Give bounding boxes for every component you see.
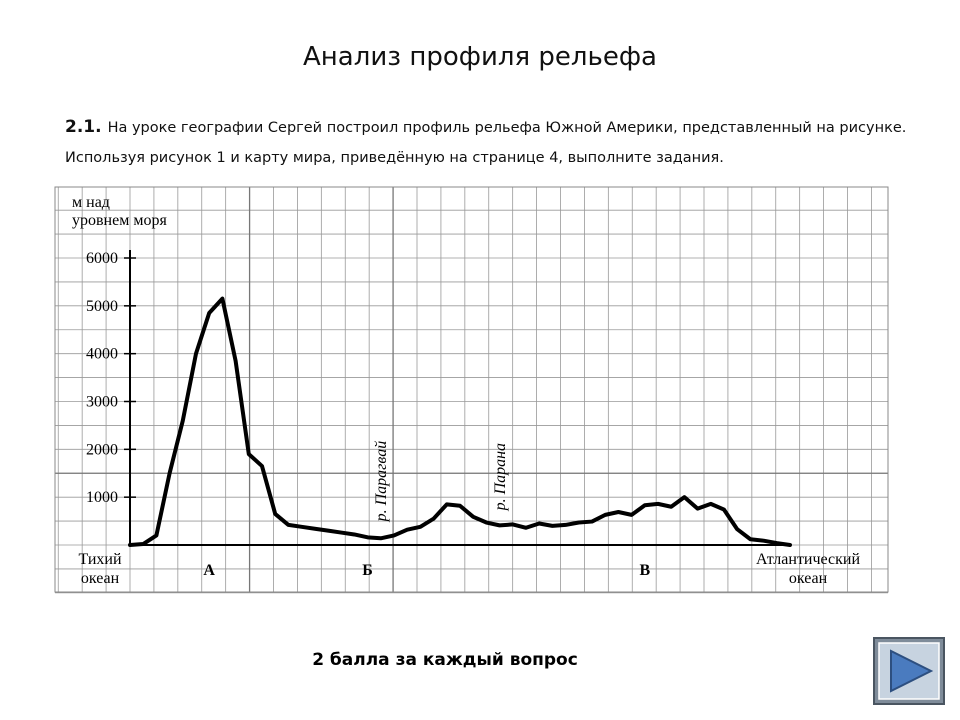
profile-line: [128, 296, 792, 547]
y-tick-label: 2000: [86, 441, 118, 458]
end-label: океан: [789, 570, 828, 587]
end-label: Тихий: [78, 551, 122, 568]
river-label: р. Парагвай: [373, 441, 390, 523]
task-number: 2.1.: [65, 117, 102, 137]
end-label: Атлантический: [756, 551, 861, 568]
next-button[interactable]: [873, 637, 945, 705]
slide-title: Анализ профиля рельефа: [303, 42, 657, 72]
x-tick-label: В: [639, 562, 650, 579]
end-label: океан: [81, 570, 120, 587]
footer-text: 2 балла за каждый вопрос: [312, 650, 578, 670]
x-tick-label: А: [203, 562, 215, 579]
y-axis-label: м над: [72, 194, 110, 211]
y-tick-label: 3000: [86, 394, 118, 411]
chart-frame: [54, 186, 889, 593]
x-tick-label: Б: [362, 562, 373, 579]
y-tick-label: 6000: [86, 250, 118, 267]
y-tick-label: 4000: [86, 346, 118, 363]
y-tick-label: 5000: [86, 298, 118, 315]
y-tick-label: 1000: [86, 489, 118, 506]
task-text: На уроке географии Сергей построил профи…: [65, 120, 907, 166]
y-axis-label: уровнем моря: [72, 212, 167, 229]
river-label: р. Парана: [492, 443, 509, 512]
task: 2.1. На уроке географии Сергей построил п…: [65, 112, 915, 173]
